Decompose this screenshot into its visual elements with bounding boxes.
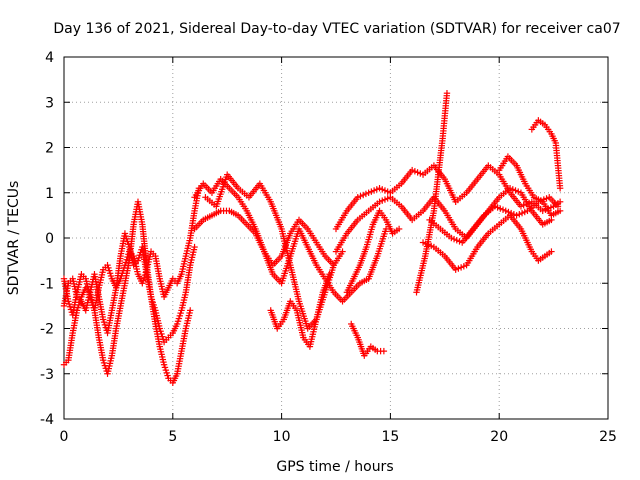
data-point [380, 347, 388, 355]
series-trace-1 [60, 230, 198, 346]
series-trace-7 [267, 271, 333, 350]
y-tick-label: 0 [45, 231, 54, 247]
series-trace-10 [348, 320, 388, 359]
chart-title: Day 136 of 2021, Sidereal Day-to-day VTE… [53, 21, 620, 37]
y-tick-label: 1 [45, 186, 54, 202]
data-point [187, 307, 194, 314]
x-tick-label: 15 [381, 429, 399, 445]
data-point [339, 248, 346, 255]
series-trace-13 [419, 212, 555, 273]
series-trace-8 [332, 162, 564, 233]
y-tick-label: 4 [45, 50, 54, 66]
grid [64, 57, 608, 419]
x-axis-label: GPS time / hours [276, 459, 393, 475]
x-tick-label: 25 [599, 429, 617, 445]
y-axis-label: SDTVAR / TECUs [6, 181, 22, 296]
data-point [330, 261, 338, 269]
y-tick-label: -1 [40, 276, 54, 292]
data-points [60, 90, 564, 386]
series-trace-3 [60, 198, 194, 386]
data-point [191, 243, 198, 251]
y-tick-label: -4 [40, 412, 54, 428]
axis-ticks: 0 5 10 15 20 25 -4 -3 -2 -1 0 1 2 3 4 [40, 50, 617, 445]
series-trace-11 [343, 207, 403, 296]
y-tick-label: 3 [45, 95, 54, 111]
series-trace-15 [528, 117, 564, 192]
data-point [326, 271, 333, 278]
x-tick-label: 0 [60, 429, 69, 445]
x-tick-label: 5 [168, 429, 177, 445]
series-trace-5 [191, 207, 346, 269]
y-tick-label: -3 [40, 367, 54, 383]
x-tick-label: 20 [490, 429, 508, 445]
x-tick-label: 10 [273, 429, 291, 445]
y-tick-label: -2 [40, 322, 54, 338]
y-tick-label: 2 [45, 141, 54, 157]
